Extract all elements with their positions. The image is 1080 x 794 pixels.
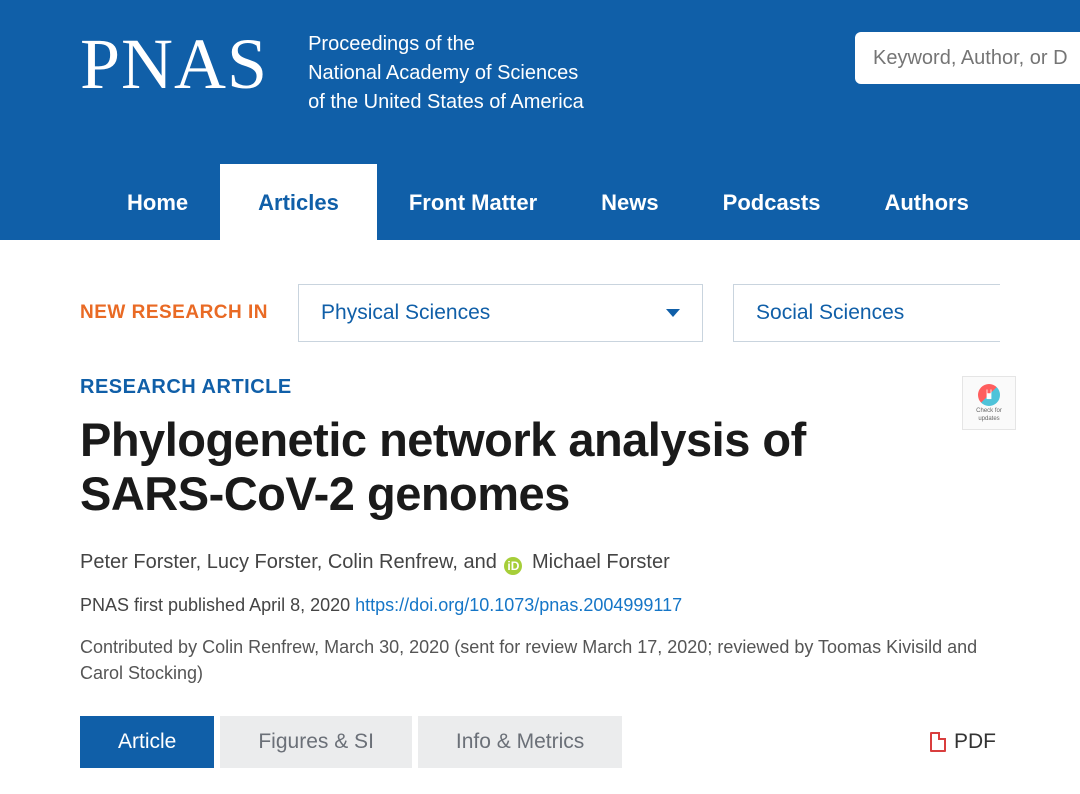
publication-info: PNAS first published April 8, 2020 https… [80,595,1000,616]
site-subtitle: Proceedings of the National Academy of S… [308,24,584,117]
article-tabs: Article Figures & SI Info & Metrics PDF [80,716,1000,768]
site-header: PNAS Proceedings of the National Academy… [0,0,1080,240]
nav-front-matter[interactable]: Front Matter [377,168,569,240]
check-updates-label: Check for [976,408,1002,414]
subtitle-line: National Academy of Sciences [308,59,584,88]
crossmark-icon [978,384,1000,406]
new-research-row: NEW RESEARCH IN Physical Sciences Social… [80,284,1000,342]
article-authors: Peter Forster, Lucy Forster, Colin Renfr… [80,551,1000,575]
nav-news[interactable]: News [569,168,690,240]
new-research-label: NEW RESEARCH IN [80,302,268,324]
pdf-label: PDF [954,730,996,754]
check-for-updates-button[interactable]: Check for updates [962,376,1016,430]
authors-text: Michael Forster [526,551,669,573]
dropdown-label: Social Sciences [756,301,904,325]
nav-articles[interactable]: Articles [220,164,377,240]
search-input[interactable] [873,47,1080,70]
orcid-icon[interactable]: iD [504,557,522,575]
article-title: Phylogenetic network analysis of SARS-Co… [80,413,940,521]
search-box[interactable] [855,32,1080,84]
subtitle-line: of the United States of America [308,88,584,117]
authors-text: Peter Forster, Lucy Forster, Colin Renfr… [80,551,502,573]
tab-article[interactable]: Article [80,716,214,768]
nav-podcasts[interactable]: Podcasts [691,168,853,240]
pdf-link[interactable]: PDF [930,730,1000,754]
article-type: RESEARCH ARTICLE [80,376,1000,399]
pub-date: PNAS first published April 8, 2020 [80,595,355,615]
nav-home[interactable]: Home [95,168,220,240]
dropdown-social-sciences[interactable]: Social Sciences [733,284,1000,342]
tab-figures[interactable]: Figures & SI [220,716,412,768]
subtitle-line: Proceedings of the [308,30,584,59]
main-nav: Home Articles Front Matter News Podcasts… [95,164,1001,240]
pdf-icon [930,732,946,752]
check-updates-label: updates [978,416,999,422]
dropdown-label: Physical Sciences [321,301,490,325]
article-header: RESEARCH ARTICLE Check for updates Phylo… [80,376,1000,768]
chevron-down-icon [666,309,680,317]
page-content: NEW RESEARCH IN Physical Sciences Social… [0,240,1080,768]
tab-info-metrics[interactable]: Info & Metrics [418,716,622,768]
dropdown-physical-sciences[interactable]: Physical Sciences [298,284,703,342]
site-logo[interactable]: PNAS [80,24,268,100]
doi-link[interactable]: https://doi.org/10.1073/pnas.2004999117 [355,595,682,615]
contributed-info: Contributed by Colin Renfrew, March 30, … [80,634,1000,686]
nav-authors[interactable]: Authors [852,168,1000,240]
